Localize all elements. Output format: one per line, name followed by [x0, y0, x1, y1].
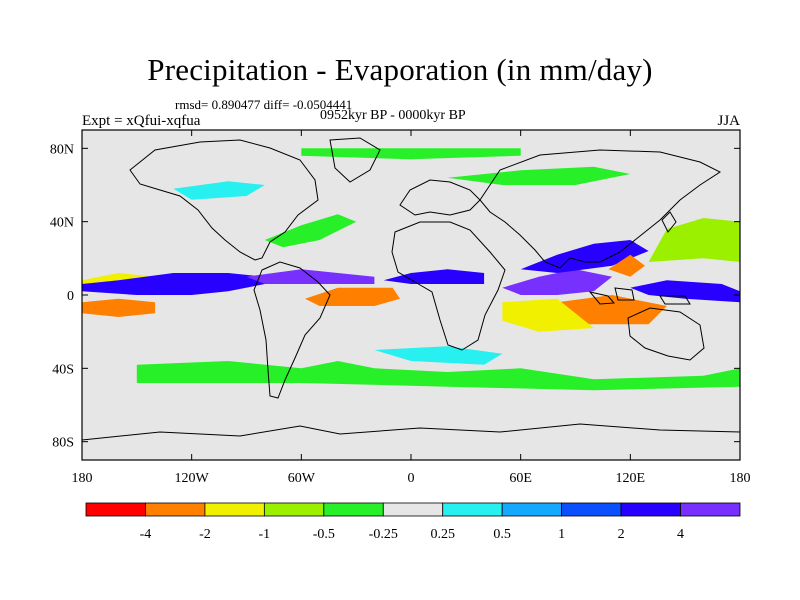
stats-label: rmsd= 0.890477 diff= -0.0504441 [175, 97, 353, 112]
region-pacific-equator-positive [82, 273, 265, 295]
coastline-layer [82, 137, 740, 441]
colorbar-label: 4 [677, 527, 684, 542]
region-atlantic-itcz-orange [305, 287, 400, 306]
lon-tick-label: 180 [730, 471, 751, 486]
experiment-label: Expt = xQfui-xqfua [82, 113, 201, 129]
period-label: 0952kyr BP - 0000kyr BP [320, 108, 466, 123]
coast-asia [479, 149, 722, 269]
lat-tick-label: 40S [52, 362, 74, 377]
colorbar-label: 0.5 [493, 527, 511, 542]
lat-tick-label: 0 [67, 289, 74, 304]
lat-tick-label: 80S [52, 436, 74, 451]
region-north-atlantic-green [264, 214, 357, 248]
plot-title: Precipitation - Evaporation (in mm/day) [147, 52, 653, 87]
colorbar-swatch [85, 502, 146, 517]
colorbar-swatch [561, 502, 622, 517]
region-pacific-south-negative [82, 298, 156, 317]
region-indian-equator-positive [502, 269, 613, 295]
field-layer [82, 130, 740, 460]
colorbar-legend: -4 -2 -1 -0.5 -0.25 0.25 0.5 1 2 4 [85, 502, 741, 542]
colorbar-label: -0.25 [369, 527, 398, 542]
coast-south-america [253, 261, 331, 399]
colorbar-label: 2 [618, 527, 625, 542]
colorbar-label: -2 [199, 527, 211, 542]
region-southern-ocean-green [136, 361, 740, 391]
lon-tick-label: 180 [72, 471, 93, 486]
lon-tick-label: 120W [175, 471, 210, 486]
lon-tick-label: 60E [509, 471, 532, 486]
axis-layer: 180 120W 60W 0 60E 120E 180 80N 40N 0 40S 80S [50, 130, 751, 486]
region-africa-sahel-positive [383, 269, 485, 284]
colorbar-label: 0.25 [430, 527, 455, 542]
coast-antarctica [82, 423, 740, 441]
region-canada-cyan [173, 181, 265, 200]
coast-north-america [129, 139, 319, 261]
colorbar-swatch [145, 502, 206, 517]
colorbar-swatch [323, 502, 384, 517]
region-west-pacific-positive [630, 280, 740, 303]
coast-greenland [329, 137, 381, 183]
colorbar-label: -0.5 [313, 527, 335, 542]
colorbar-swatch [680, 502, 741, 517]
colorbar-swatch [442, 502, 503, 517]
coast-africa [391, 221, 506, 351]
colorbar-swatch [263, 502, 325, 517]
coast-australia [627, 307, 705, 361]
region-north-pacific-green [648, 218, 740, 262]
region-pacific-south-green [82, 317, 210, 350]
lon-tick-label: 120E [616, 471, 646, 486]
coast-japan [661, 211, 677, 233]
colorbar-label: 1 [558, 527, 565, 542]
lon-tick-label: 60W [288, 471, 316, 486]
lat-tick-label: 80N [50, 142, 74, 157]
colorbar-swatch [501, 502, 563, 517]
coast-borneo [614, 287, 635, 301]
region-south-china-sea-orange [608, 254, 645, 277]
lon-tick-label: 0 [408, 471, 415, 486]
region-indian-south-yellow [502, 298, 594, 332]
coast-sumatra [588, 291, 616, 305]
colorbar-swatch [204, 502, 265, 517]
colorbar-swatch [382, 502, 444, 517]
colorbar-swatch [620, 502, 681, 517]
coast-new-guinea [659, 295, 691, 305]
region-arctic-green [301, 148, 521, 160]
colorbar-label: -1 [259, 527, 271, 542]
colorbar-label: -4 [140, 527, 152, 542]
season-label: JJA [717, 113, 740, 129]
lat-tick-label: 40N [50, 216, 74, 231]
region-southern-ocean-cyan [374, 346, 503, 365]
region-indonesia-orange [557, 295, 667, 325]
